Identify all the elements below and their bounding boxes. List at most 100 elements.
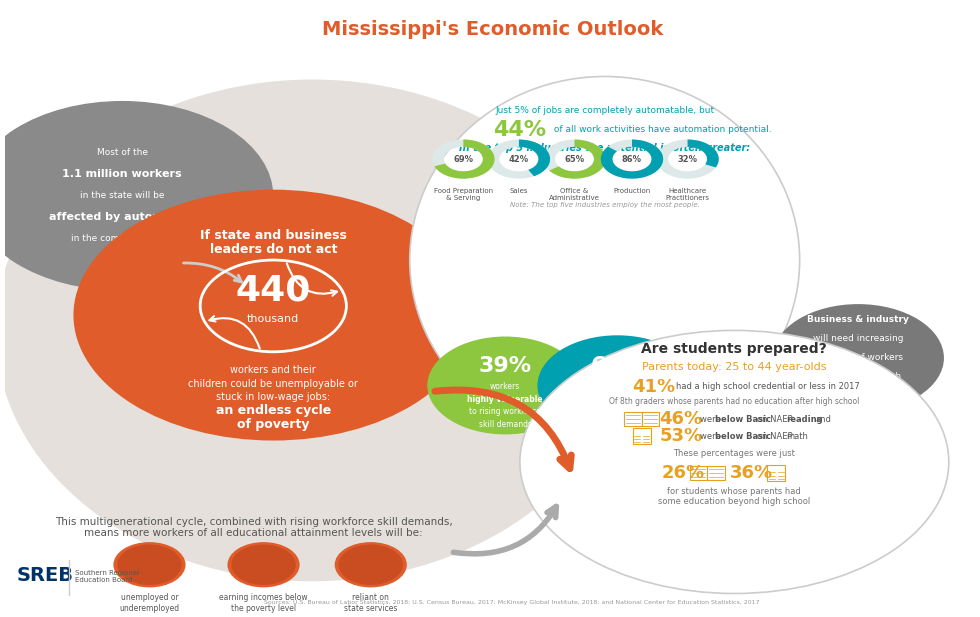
Text: 39%: 39% (478, 356, 532, 376)
Text: 1.1 million workers: 1.1 million workers (63, 170, 182, 180)
Text: If state and business: If state and business (200, 229, 347, 242)
Text: 36%: 36% (729, 464, 772, 482)
Text: unemployed or
underemployed: unemployed or underemployed (120, 594, 179, 613)
Wedge shape (601, 139, 663, 179)
Circle shape (114, 542, 185, 587)
Text: earning incomes below
the poverty level: earning incomes below the poverty level (220, 594, 308, 613)
Text: below Basic: below Basic (714, 415, 771, 424)
Text: Food Preparation
& Serving: Food Preparation & Serving (434, 188, 493, 201)
Text: with middle & high: with middle & high (815, 373, 902, 381)
Circle shape (338, 545, 403, 585)
Text: below Basic: below Basic (714, 432, 771, 441)
Text: in 2016: in 2016 (603, 420, 632, 429)
Text: Of 8th graders whose parents had no education after high school: Of 8th graders whose parents had no educ… (610, 397, 859, 407)
Text: stuck in low-wage jobs:: stuck in low-wage jobs: (217, 392, 330, 402)
Text: 32%: 32% (677, 155, 698, 164)
Text: 69%: 69% (454, 155, 473, 164)
Text: Are students prepared?: Are students prepared? (642, 342, 827, 356)
Text: in the state will be: in the state will be (80, 191, 165, 201)
Text: Most of the: Most of the (97, 149, 148, 157)
Bar (642, 412, 660, 426)
Text: Note: The top five industries employ the most people.: Note: The top five industries employ the… (510, 202, 700, 208)
Text: 44%: 44% (493, 120, 546, 139)
Text: reading: reading (786, 415, 822, 424)
Text: 26%: 26% (662, 464, 705, 482)
Circle shape (427, 336, 583, 434)
Text: Production: Production (613, 188, 651, 194)
FancyArrowPatch shape (210, 316, 260, 349)
Text: on NAEP: on NAEP (757, 432, 793, 441)
Bar (633, 428, 651, 444)
Wedge shape (519, 139, 550, 176)
Ellipse shape (410, 77, 800, 444)
Text: Healthcare
Practitioners: Healthcare Practitioners (665, 188, 710, 201)
Text: employed in the: employed in the (586, 395, 649, 404)
Text: leaders do not act: leaders do not act (210, 243, 337, 256)
Text: SREB: SREB (17, 566, 74, 585)
Text: 41%: 41% (632, 378, 675, 395)
Circle shape (231, 545, 296, 585)
Wedge shape (434, 139, 495, 179)
Text: Office &
Administrative: Office & Administrative (549, 188, 600, 201)
Bar (767, 465, 785, 481)
Text: to rising workforce: to rising workforce (469, 407, 541, 416)
Text: of poverty: of poverty (237, 418, 310, 431)
Ellipse shape (0, 80, 629, 581)
Text: 46%: 46% (660, 410, 703, 428)
Text: workers: workers (490, 382, 520, 391)
Wedge shape (432, 139, 495, 179)
Text: This multigenerational cycle, combined with rising workforce skill demands,
mean: This multigenerational cycle, combined w… (55, 516, 453, 538)
Text: Southern Regional
Education Board: Southern Regional Education Board (75, 570, 139, 583)
Text: for students whose parents had
some education beyond high school: for students whose parents had some educ… (659, 487, 810, 506)
Text: 53%: 53% (660, 427, 703, 445)
Wedge shape (549, 139, 606, 179)
Text: an endless cycle: an endless cycle (216, 404, 331, 417)
FancyArrowPatch shape (183, 263, 241, 282)
Text: children could be unemployable or: children could be unemployable or (188, 379, 359, 389)
Wedge shape (488, 139, 550, 179)
Text: 440: 440 (235, 273, 311, 308)
Circle shape (227, 542, 300, 587)
Wedge shape (688, 139, 718, 167)
Text: math: math (786, 432, 808, 441)
Circle shape (118, 545, 181, 585)
Text: top 5 industries: top 5 industries (587, 407, 648, 416)
Text: were: were (701, 432, 723, 441)
Bar (624, 412, 642, 426)
Text: highly vulnerable: highly vulnerable (467, 395, 543, 404)
Text: Sales: Sales (510, 188, 528, 194)
Text: skills: skills (847, 391, 869, 400)
Bar (690, 466, 707, 480)
Text: thousand: thousand (247, 315, 300, 325)
Circle shape (74, 189, 473, 441)
Text: Business & industry: Business & industry (808, 315, 909, 325)
Bar (707, 466, 724, 480)
Text: in the coming decades: in the coming decades (71, 234, 173, 243)
Text: Parents today: 25 to 44 year-olds: Parents today: 25 to 44 year-olds (642, 362, 826, 372)
FancyArrowPatch shape (287, 263, 337, 296)
Circle shape (772, 304, 944, 412)
Text: had a high school credential or less in 2017: had a high school credential or less in … (676, 382, 859, 391)
Text: workers and their: workers and their (230, 365, 317, 375)
Text: These percentages were just: These percentages were just (673, 449, 796, 458)
Text: Sources: U.S. Bureau of Labor Statistics, 2018; U.S. Census Bureau, 2017; McKins: Sources: U.S. Bureau of Labor Statistics… (265, 600, 760, 605)
Text: Mississippi's Economic Outlook: Mississippi's Economic Outlook (322, 20, 663, 39)
Wedge shape (543, 139, 606, 179)
Text: affected by automation: affected by automation (49, 212, 196, 222)
Text: numbers of workers: numbers of workers (813, 354, 904, 362)
Text: on NAEP: on NAEP (757, 415, 793, 424)
FancyArrowPatch shape (435, 390, 571, 468)
Circle shape (537, 335, 698, 436)
Text: 65%: 65% (564, 155, 584, 164)
Text: skill demands: skill demands (479, 420, 532, 429)
Text: 86%: 86% (622, 155, 642, 164)
Text: 42%: 42% (509, 155, 529, 164)
Text: vulnerable workers: vulnerable workers (575, 382, 660, 391)
Circle shape (0, 101, 273, 291)
Text: Just 5% of jobs are completely automatable, but: Just 5% of jobs are completely automatab… (495, 106, 714, 115)
Text: 66%: 66% (591, 356, 644, 376)
Text: and: and (815, 415, 831, 424)
Text: of all work activities have automation potential.: of all work activities have automation p… (551, 125, 771, 135)
Text: were: were (701, 415, 723, 424)
Text: will need increasing: will need increasing (812, 334, 904, 344)
